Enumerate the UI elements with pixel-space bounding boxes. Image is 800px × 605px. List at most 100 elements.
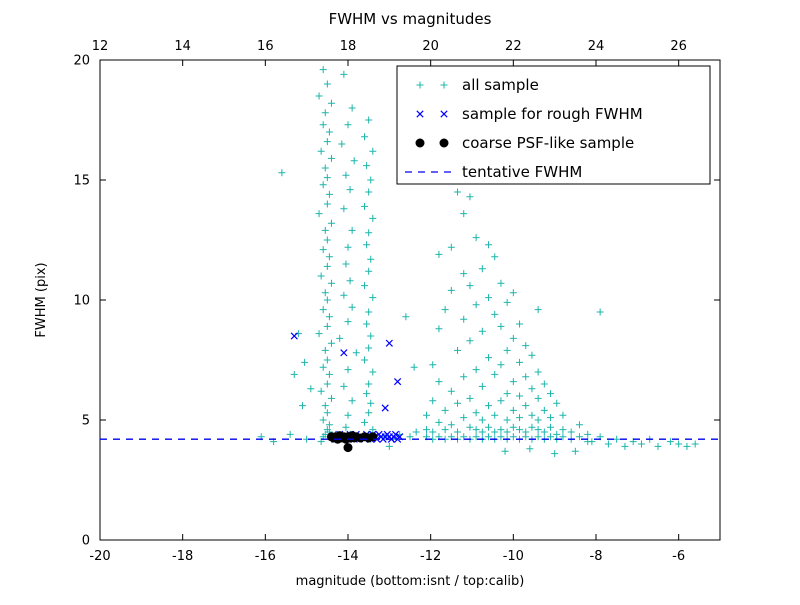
- data-point: [540, 380, 548, 388]
- legend-marker-dot: [415, 138, 425, 148]
- data-point: [503, 428, 511, 436]
- y-tick-label: 0: [82, 534, 90, 549]
- data-point: [666, 438, 674, 446]
- data-point: [447, 421, 455, 429]
- data-point: [423, 411, 431, 419]
- data-point: [509, 433, 517, 441]
- data-point: [319, 416, 327, 424]
- data-point: [319, 181, 327, 189]
- y-tick-label: 20: [73, 54, 90, 69]
- data-point: [497, 426, 505, 434]
- data-point: [327, 394, 335, 402]
- data-point: [327, 99, 335, 107]
- data-point: [491, 428, 499, 436]
- data-point: [402, 313, 410, 321]
- data-point: [327, 339, 335, 347]
- data-point: [323, 200, 331, 208]
- data-point: [472, 433, 480, 441]
- data-point: [348, 226, 356, 234]
- data-point: [485, 241, 493, 249]
- data-point: [472, 409, 480, 417]
- data-point: [381, 404, 389, 412]
- data-point: [497, 433, 505, 441]
- x-bottom-tick-label: -20: [89, 549, 110, 564]
- data-point: [516, 320, 524, 328]
- data-point: [367, 399, 375, 407]
- data-point: [454, 188, 462, 196]
- data-point: [321, 109, 329, 117]
- data-point: [323, 174, 331, 182]
- data-point: [346, 186, 354, 194]
- data-point: [613, 435, 621, 443]
- legend-marker-x: [440, 110, 448, 118]
- data-point: [559, 433, 567, 441]
- y-axis-label: FWHM (pix): [34, 262, 49, 337]
- data-point: [454, 346, 462, 354]
- data-point: [528, 351, 536, 359]
- data-point: [325, 190, 333, 198]
- data-point: [429, 361, 437, 369]
- data-point: [290, 370, 298, 378]
- data-point: [441, 306, 449, 314]
- data-point: [516, 392, 524, 400]
- data-point: [478, 327, 486, 335]
- data-point: [365, 344, 373, 352]
- data-point: [516, 358, 524, 366]
- data-point: [472, 301, 480, 309]
- y-tick-label: 15: [73, 174, 90, 189]
- x-bottom-tick-label: -8: [590, 549, 603, 564]
- x-top-tick-label: 22: [505, 39, 522, 54]
- data-point: [516, 426, 524, 434]
- series-coarse-psf-like-sample: [326, 431, 378, 453]
- data-layer: [100, 66, 720, 458]
- data-point: [584, 430, 592, 438]
- data-point: [406, 433, 414, 441]
- data-point: [363, 241, 371, 249]
- data-point: [454, 428, 462, 436]
- data-point: [412, 428, 420, 436]
- data-point: [466, 337, 474, 345]
- data-point: [460, 414, 468, 422]
- data-point: [323, 236, 331, 244]
- data-point: [497, 397, 505, 405]
- data-point: [553, 399, 561, 407]
- data-point: [307, 385, 315, 393]
- data-point: [567, 428, 575, 436]
- data-point: [675, 440, 683, 448]
- x-bottom-tick-label: -18: [172, 549, 193, 564]
- x-top-tick-label: 26: [670, 39, 687, 54]
- data-point: [325, 370, 333, 378]
- data-point: [319, 306, 327, 314]
- data-point: [325, 313, 333, 321]
- data-point: [472, 426, 480, 434]
- data-point: [340, 70, 348, 78]
- x-top-tick-label: 18: [340, 39, 357, 54]
- data-point: [435, 325, 443, 333]
- data-point: [344, 411, 352, 419]
- legend-marker-plus: [440, 81, 448, 89]
- data-point: [323, 80, 331, 88]
- data-point: [485, 354, 493, 362]
- data-point: [365, 380, 373, 388]
- data-point: [547, 390, 555, 398]
- data-point: [323, 262, 331, 270]
- data-point: [460, 210, 468, 218]
- data-point: [522, 342, 530, 350]
- data-point: [522, 373, 530, 381]
- data-point: [497, 279, 505, 287]
- legend: all sample sample for rough FWHM coarse PS…: [396, 65, 711, 185]
- data-point: [344, 121, 352, 129]
- data-point: [342, 171, 350, 179]
- data-point: [588, 438, 596, 446]
- data-point: [317, 147, 325, 155]
- data-point: [540, 406, 548, 414]
- data-point: [342, 423, 350, 431]
- legend-label: tentative FWHM: [462, 163, 582, 181]
- data-point: [571, 447, 579, 455]
- data-point: [340, 291, 348, 299]
- data-point: [367, 255, 375, 263]
- data-point: [369, 214, 377, 222]
- data-point: [466, 394, 474, 402]
- data-point: [491, 253, 499, 261]
- data-point: [528, 385, 536, 393]
